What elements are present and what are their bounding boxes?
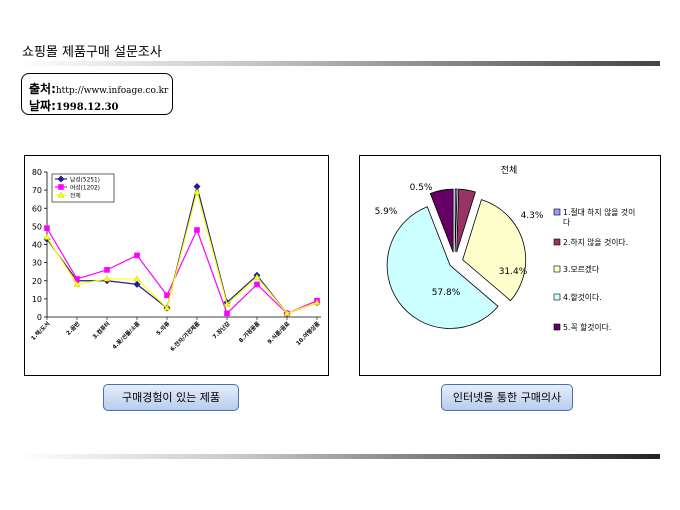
x-tick-label: 10.여행상품	[294, 320, 321, 347]
x-tick-label: 6.전자/가전제품	[168, 320, 201, 353]
source-label: 출처:	[29, 82, 56, 96]
date-value: 1998.12.30	[55, 102, 119, 113]
data-point	[283, 309, 291, 316]
data-point	[223, 300, 231, 307]
data-point	[133, 280, 141, 288]
data-point	[104, 267, 110, 273]
pie-chart-panel: 전체 0.5% 4.3% 31.4% 57.8% 5.9% 1.절대 하지 않을 것이 다 2.…	[359, 155, 661, 376]
legend-label: 여성(1202)	[70, 184, 100, 192]
legend-label: 전체	[70, 192, 81, 200]
legend-swatch	[553, 238, 561, 246]
y-tick-label: 30	[32, 259, 42, 268]
x-tick-label: 2.음반	[64, 319, 82, 337]
left-chart-caption: 구매경험이 있는 제품	[103, 384, 239, 411]
legend-label: 3.모르겠다	[563, 264, 599, 274]
series-group	[43, 188, 321, 316]
slice-value-label: 4.3%	[521, 211, 544, 221]
slice-value-label: 5.9%	[375, 207, 398, 217]
line-chart: 0 10 20 30 40 50 60 70 80 1.책/도서 2.음반 3.컴퓨터 4.꽃/선물/소…	[29, 168, 321, 353]
pie-chart: 전체 0.5% 4.3% 31.4% 57.8% 5.9% 1.절대 하지 않을 것이 다 2.…	[375, 165, 636, 332]
pie-title: 전체	[501, 165, 518, 176]
y-tick-label: 20	[32, 277, 42, 286]
pie-slice	[429, 188, 454, 253]
series-line	[46, 227, 318, 315]
legend-label: 2.하지 않을 것이다.	[563, 237, 628, 247]
y-tick-label: 80	[32, 168, 42, 177]
page-title: 쇼핑몰 제품구매 설문조사	[22, 45, 162, 60]
data-point	[58, 184, 64, 190]
legend-label: 1.절대 하지 않을 것이 다	[563, 207, 635, 227]
legend-swatch	[553, 265, 561, 273]
y-tick-label: 70	[32, 186, 42, 195]
series-line	[46, 189, 318, 315]
y-tick-label: 40	[32, 241, 42, 250]
data-point	[194, 227, 200, 233]
y-tick-label: 60	[32, 204, 42, 213]
legend-label: 5.꼭 할것이다.	[563, 322, 611, 332]
data-point	[253, 273, 261, 280]
data-point	[43, 233, 51, 240]
data-point	[133, 275, 141, 282]
pie-legend: 1.절대 하지 않을 것이 다 2.하지 않을 것이다. 3.모르겠다 4.할것이다. 5…	[553, 207, 635, 332]
data-point	[44, 225, 50, 231]
data-point	[74, 276, 80, 282]
pie-slice	[386, 206, 499, 329]
top-divider	[18, 61, 660, 66]
y-tick-label: 0	[37, 313, 42, 322]
x-tick-label: 5.의류	[154, 320, 171, 337]
legend-swatch	[553, 293, 561, 301]
data-point	[254, 281, 260, 288]
pie-slice	[456, 188, 476, 253]
source-box: 출처:http://www.infoage.co.kr 날짜:1998.12.3…	[21, 73, 173, 115]
slice-value-label: 0.5%	[410, 183, 433, 193]
x-tick-label: 3.컴퓨터	[91, 320, 112, 341]
data-point	[193, 188, 201, 195]
data-point	[193, 182, 201, 191]
data-point	[313, 299, 321, 305]
data-point	[224, 310, 230, 317]
data-point	[134, 252, 140, 259]
y-tick-label: 10	[32, 295, 42, 304]
date-line: 날짜:1998.12.30	[29, 95, 119, 114]
line-chart-panel: 0 10 20 30 40 50 60 70 80 1.책/도서 2.음반 3.컴퓨터 4.꽃/선물/소…	[24, 155, 329, 376]
data-point	[103, 275, 111, 282]
data-point	[163, 304, 171, 311]
x-tick-label: 9.식품/음료	[265, 320, 291, 346]
chart-legend: 남성(5251)여성(1202)전체	[51, 173, 115, 203]
x-tick-label: 8.가정용품	[237, 320, 261, 344]
legend-swatch	[553, 323, 561, 331]
pie-slice	[462, 199, 527, 302]
right-chart-caption: 인터넷을 통한 구매의사	[441, 384, 573, 411]
source-url[interactable]: http://www.infoage.co.kr	[55, 86, 169, 96]
slice-value-label: 31.4%	[499, 267, 528, 277]
date-label: 날짜:	[29, 99, 56, 113]
data-point	[164, 292, 170, 299]
legend-label: 남성(5251)	[70, 176, 100, 184]
pie-slice	[454, 188, 458, 253]
source-line: 출처:http://www.infoage.co.kr	[29, 78, 168, 97]
data-point	[73, 280, 81, 287]
x-tick-label: 1.책/도서	[29, 320, 51, 342]
slice-value-label: 57.8%	[432, 288, 461, 298]
x-tick-label: 7.장난감	[211, 319, 232, 340]
data-point	[57, 191, 65, 198]
x-tick-label: 4.꽃/선물/소품	[110, 320, 141, 351]
data-point	[57, 175, 65, 183]
legend-label: 4.할것이다.	[563, 292, 602, 302]
bottom-divider	[18, 454, 660, 459]
y-tick-label: 50	[32, 222, 42, 231]
legend-swatch	[553, 208, 561, 216]
